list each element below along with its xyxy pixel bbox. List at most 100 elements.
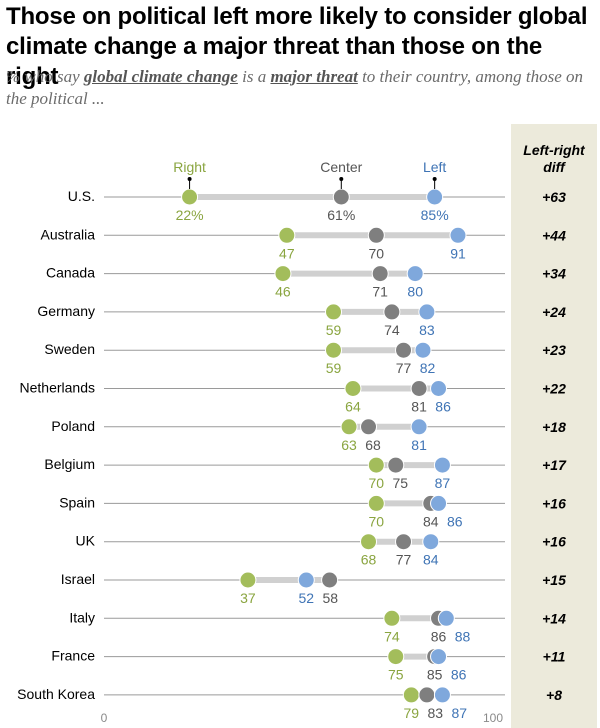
diff-column-background bbox=[511, 124, 597, 728]
country-label-australia: Australia bbox=[41, 226, 96, 242]
dot-left-germany bbox=[418, 303, 436, 321]
country-label-israel: Israel bbox=[61, 571, 95, 587]
dot-left-spain bbox=[430, 494, 448, 512]
legend-pointer-dot-left bbox=[432, 177, 437, 181]
dot-right-sweden bbox=[325, 341, 343, 359]
dot-center-u-s- bbox=[332, 188, 350, 206]
country-label-belgium: Belgium bbox=[44, 456, 95, 472]
value-label-center-sweden: 77 bbox=[396, 360, 412, 376]
diff-value-netherlands: +22 bbox=[542, 381, 566, 397]
diff-value-spain: +16 bbox=[542, 495, 566, 511]
dot-center-australia bbox=[367, 226, 385, 244]
chart-subtitle: % who say global climate change is a maj… bbox=[6, 66, 596, 110]
dot-center-israel bbox=[321, 571, 339, 589]
diff-value-south-korea: +8 bbox=[546, 687, 562, 703]
dot-center-south-korea bbox=[418, 686, 436, 704]
country-label-sweden: Sweden bbox=[44, 341, 95, 357]
value-label-center-germany: 74 bbox=[384, 322, 400, 338]
value-label-left-belgium: 87 bbox=[435, 475, 451, 491]
dot-center-canada bbox=[371, 265, 389, 283]
diff-column-header: Left-right diff bbox=[523, 142, 585, 175]
value-label-left-israel: 52 bbox=[298, 590, 314, 606]
value-label-left-italy: 88 bbox=[455, 628, 471, 644]
value-label-right-israel: 37 bbox=[240, 590, 256, 606]
dot-left-poland bbox=[410, 418, 428, 436]
diff-value-germany: +24 bbox=[542, 304, 566, 320]
value-label-left-south-korea: 87 bbox=[452, 705, 468, 721]
dot-left-france bbox=[430, 648, 448, 666]
diff-value-israel: +15 bbox=[542, 572, 566, 588]
dot-left-israel bbox=[297, 571, 315, 589]
country-label-uk: UK bbox=[76, 533, 96, 549]
value-label-right-sweden: 59 bbox=[326, 360, 342, 376]
value-label-left-france: 86 bbox=[451, 667, 467, 683]
dot-left-canada bbox=[406, 265, 424, 283]
value-label-center-uk: 77 bbox=[396, 552, 412, 568]
dot-right-canada bbox=[274, 265, 292, 283]
diff-value-u-s-: +63 bbox=[542, 189, 566, 205]
dot-left-netherlands bbox=[430, 380, 448, 397]
x-tick-label-0: 0 bbox=[101, 711, 108, 725]
value-label-left-netherlands: 86 bbox=[435, 399, 451, 415]
dot-center-uk bbox=[395, 533, 413, 551]
legend-pointer-dot-center bbox=[339, 177, 344, 181]
legend-pointer-dot-right bbox=[187, 177, 192, 181]
dot-center-germany bbox=[383, 303, 401, 321]
dot-right-australia bbox=[278, 226, 296, 244]
dot-right-germany bbox=[325, 303, 343, 321]
country-label-spain: Spain bbox=[59, 494, 95, 510]
dot-left-belgium bbox=[433, 456, 451, 474]
legend-label-right: Right bbox=[173, 159, 206, 175]
diff-value-italy: +14 bbox=[542, 610, 566, 626]
dot-right-netherlands bbox=[344, 380, 362, 397]
diff-value-sweden: +23 bbox=[542, 342, 566, 358]
value-label-center-poland: 68 bbox=[365, 437, 381, 453]
diff-value-belgium: +17 bbox=[542, 457, 567, 473]
dot-right-u-s- bbox=[181, 188, 199, 206]
dot-left-australia bbox=[449, 226, 467, 244]
dot-right-belgium bbox=[367, 456, 385, 474]
value-label-center-spain: 84 bbox=[423, 513, 439, 529]
legend-label-left: Left bbox=[423, 159, 446, 175]
value-label-center-netherlands: 81 bbox=[411, 399, 427, 415]
diff-value-uk: +16 bbox=[542, 534, 566, 550]
value-label-right-australia: 47 bbox=[279, 245, 295, 261]
dot-left-south-korea bbox=[433, 686, 451, 704]
value-label-center-france: 85 bbox=[427, 667, 443, 683]
value-label-left-poland: 81 bbox=[411, 437, 427, 453]
dot-right-poland bbox=[340, 418, 358, 436]
dot-right-israel bbox=[239, 571, 257, 589]
value-label-right-netherlands: 64 bbox=[345, 399, 361, 415]
dot-right-france bbox=[387, 648, 405, 666]
country-label-poland: Poland bbox=[51, 418, 95, 434]
value-label-right-u-s-: 22% bbox=[176, 207, 204, 223]
dot-center-poland bbox=[360, 418, 378, 436]
dot-right-uk bbox=[360, 533, 378, 551]
dot-left-sweden bbox=[414, 341, 432, 359]
value-label-left-uk: 84 bbox=[423, 552, 439, 568]
value-label-right-uk: 68 bbox=[361, 552, 377, 568]
country-label-germany: Germany bbox=[37, 303, 95, 319]
value-label-center-italy: 86 bbox=[431, 628, 447, 644]
diff-value-canada: +34 bbox=[542, 266, 566, 282]
value-label-center-belgium: 75 bbox=[393, 475, 409, 491]
subtitle-term-climate-change: global climate change bbox=[83, 67, 238, 86]
diff-value-australia: +44 bbox=[542, 227, 566, 243]
country-label-u-s-: U.S. bbox=[68, 188, 95, 204]
value-label-right-belgium: 70 bbox=[369, 475, 385, 491]
dot-right-spain bbox=[367, 494, 385, 512]
value-label-right-canada: 46 bbox=[275, 284, 291, 300]
subtitle-term-major-threat: major threat bbox=[270, 67, 358, 86]
dot-right-italy bbox=[383, 609, 401, 627]
value-label-left-sweden: 82 bbox=[420, 360, 436, 376]
subtitle-pre: % who say bbox=[6, 67, 84, 86]
value-label-right-france: 75 bbox=[388, 667, 404, 683]
dot-right-south-korea bbox=[402, 686, 420, 704]
chart-title: Those on political left more likely to c… bbox=[6, 3, 588, 90]
country-label-south-korea: South Korea bbox=[17, 686, 95, 702]
dot-left-italy bbox=[437, 609, 455, 627]
value-label-left-canada: 80 bbox=[407, 284, 423, 300]
dot-center-belgium bbox=[387, 456, 405, 474]
value-label-center-canada: 71 bbox=[372, 284, 388, 300]
value-label-right-poland: 63 bbox=[341, 437, 357, 453]
